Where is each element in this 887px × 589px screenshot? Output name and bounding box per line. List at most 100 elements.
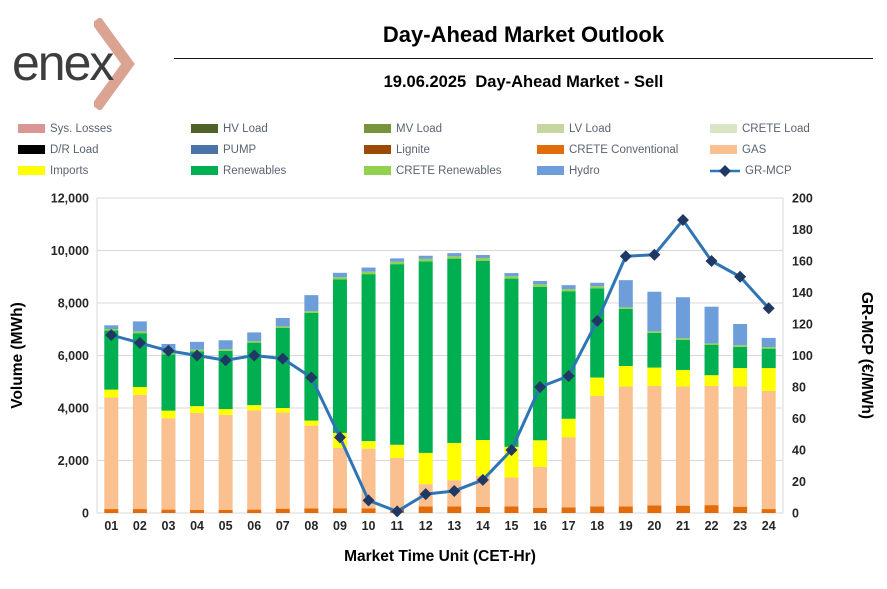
x-tick-label: 03 — [162, 519, 176, 533]
y-right-tick-label: 100 — [792, 349, 813, 363]
x-tick-label: 09 — [333, 519, 347, 533]
bar-segment-renewables-h01 — [104, 330, 119, 390]
bar-segment-hydro-h20 — [647, 291, 662, 332]
bar-segment-hydro-h24 — [761, 337, 776, 348]
legend-label: GAS — [742, 143, 767, 156]
bar-segment-crete-renewables-h23 — [733, 345, 748, 347]
legend-swatch-icon — [710, 124, 737, 133]
bar-segment-renewables-h16 — [533, 286, 548, 441]
bar-segment-crete-renewables-h10 — [361, 271, 376, 275]
legend-label: Lignite — [396, 143, 430, 156]
bar-segment-imports-h01 — [104, 389, 119, 398]
bar-segment-renewables-h07 — [275, 327, 290, 408]
y-right-tick-label: 120 — [792, 318, 813, 332]
x-tick-label: 14 — [476, 519, 490, 533]
bar-segment-crete-conventional-h21 — [675, 505, 690, 513]
bar-segment-hydro-h10 — [361, 267, 376, 272]
legend-item-crete-renewables: CRETE Renewables — [364, 165, 537, 177]
y-left-tick-label: 10,000 — [51, 244, 89, 258]
legend-label: CRETE Conventional — [569, 143, 679, 156]
bar-segment-gas-h11 — [390, 457, 405, 509]
bar-segment-crete-conventional-h22 — [704, 505, 719, 513]
legend-swatch-icon — [537, 166, 564, 175]
bar-segment-hydro-h16 — [533, 280, 548, 285]
mcp-point-h01 — [105, 329, 118, 342]
bar-segment-gas-h01 — [104, 397, 119, 510]
bar-segment-hydro-h05 — [218, 340, 233, 350]
bar-segment-crete-renewables-h08 — [304, 311, 319, 313]
bar-segment-crete-conventional-h09 — [332, 508, 347, 513]
legend-item-crete-load: CRETE Load — [710, 123, 870, 135]
bar-segment-gas-h17 — [561, 437, 576, 508]
bar-segment-crete-conventional-h23 — [733, 506, 748, 513]
legend-item-pump: PUMP — [191, 144, 364, 156]
bar-segment-hydro-h08 — [304, 295, 319, 312]
bar-segment-crete-conventional-h24 — [761, 509, 776, 513]
legend-item-mv-load: MV Load — [364, 123, 537, 135]
bar-segment-imports-h23 — [733, 368, 748, 387]
bar-segment-gas-h21 — [675, 386, 690, 506]
x-tick-label: 10 — [362, 519, 376, 533]
y-left-tick-label: 4,000 — [58, 402, 89, 416]
enex-logo: enex — [8, 10, 168, 110]
mcp-point-h24 — [762, 302, 775, 315]
legend-swatch-icon — [191, 166, 218, 175]
x-tick-label: 02 — [133, 519, 147, 533]
legend-label: CRETE Load — [742, 122, 810, 135]
mcp-point-h07 — [276, 352, 289, 365]
legend-item-lignite: Lignite — [364, 144, 537, 156]
x-tick-label: 06 — [247, 519, 261, 533]
legend-swatch-icon — [18, 145, 45, 154]
legend-swatch-icon — [364, 124, 391, 133]
bar-segment-crete-conventional-h03 — [161, 509, 176, 513]
bar-segment-renewables-h14 — [475, 260, 490, 441]
x-axis-title: Market Time Unit (CET-Hr) — [344, 548, 536, 565]
bar-segment-imports-h08 — [304, 420, 319, 426]
bar-segment-crete-renewables-h20 — [647, 331, 662, 333]
bar-segment-crete-conventional-h15 — [504, 506, 519, 513]
bar-segment-imports-h02 — [132, 387, 147, 395]
bar-segment-crete-conventional-h02 — [132, 509, 147, 513]
bar-segment-crete-renewables-h02 — [132, 331, 147, 334]
x-tick-label: 13 — [447, 519, 461, 533]
mcp-point-h10 — [362, 494, 375, 507]
x-tick-label: 21 — [676, 519, 690, 533]
report-header: Day-Ahead Market Outlook 19.06.2025 Day-… — [170, 0, 877, 92]
legend-swatch-icon — [18, 166, 45, 175]
bar-segment-renewables-h17 — [561, 291, 576, 419]
bar-segment-renewables-h12 — [418, 261, 433, 453]
legend-swatch-icon — [537, 124, 564, 133]
legend-item-hydro: Hydro — [537, 165, 710, 177]
mcp-point-h15 — [505, 444, 518, 456]
bar-segment-renewables-h22 — [704, 345, 719, 376]
bar-segment-gas-h14 — [475, 475, 490, 507]
x-tick-label: 12 — [419, 519, 433, 533]
y-right-tick-label: 0 — [792, 507, 799, 521]
legend-item-gas: GAS — [710, 144, 870, 156]
bar-segment-crete-renewables-h13 — [447, 256, 462, 259]
bar-segment-imports-h21 — [675, 369, 690, 387]
bar-segment-imports-h18 — [590, 377, 605, 396]
y-right-tick-label: 80 — [792, 381, 806, 395]
legend-item-renewables: Renewables — [191, 165, 364, 177]
bar-segment-imports-h20 — [647, 367, 662, 386]
bar-segment-crete-renewables-h07 — [275, 326, 290, 328]
bar-segment-crete-renewables-h21 — [675, 338, 690, 340]
x-tick-label: 08 — [304, 519, 318, 533]
bar-segment-renewables-h03 — [161, 354, 176, 411]
bar-segment-renewables-h24 — [761, 348, 776, 369]
bar-segment-renewables-h13 — [447, 258, 462, 443]
legend-swatch-icon — [18, 124, 45, 133]
legend-item-lv-load: LV Load — [537, 123, 710, 135]
bar-segment-crete-conventional-h05 — [218, 509, 233, 513]
bar-segment-hydro-h22 — [704, 306, 719, 344]
bar-segment-gas-h09 — [332, 447, 347, 509]
bar-segment-gas-h16 — [533, 466, 548, 508]
bar-segment-crete-conventional-h16 — [533, 507, 548, 513]
bar-segment-hydro-h19 — [618, 280, 633, 308]
legend-label: PUMP — [223, 143, 257, 156]
bar-segment-renewables-h02 — [132, 333, 147, 387]
bar-segment-renewables-h08 — [304, 312, 319, 421]
legend-swatch-icon — [364, 166, 391, 175]
bar-segment-hydro-h17 — [561, 285, 576, 290]
